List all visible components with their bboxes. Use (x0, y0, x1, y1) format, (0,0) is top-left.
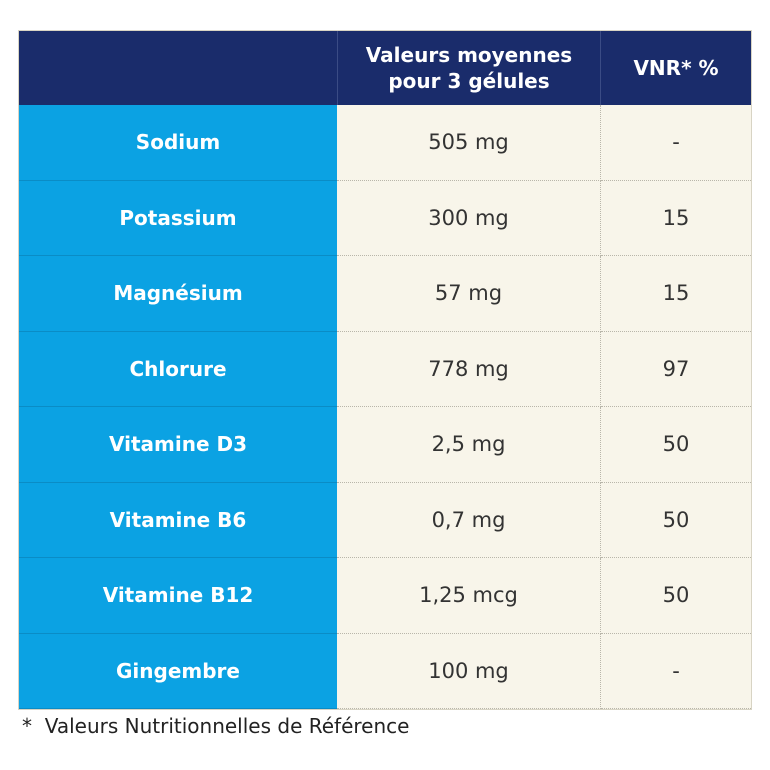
table-row: Gingembre 100 mg - (19, 633, 751, 709)
footnote: * Valeurs Nutritionnelles de Référence (22, 714, 410, 738)
vnr: - (601, 105, 751, 181)
header-line: Valeurs moyennes (365, 43, 573, 67)
vnr: 97 (601, 331, 751, 407)
nutrient-name: Gingembre (19, 633, 337, 709)
header-line: pour 3 gélules (388, 69, 550, 93)
amount: 0,7 mg (337, 482, 601, 558)
nutrient-name: Vitamine B6 (19, 482, 337, 558)
amount: 505 mg (337, 105, 601, 181)
table-row: Vitamine B6 0,7 mg 50 (19, 482, 751, 558)
table-row: Potassium 300 mg 15 (19, 180, 751, 256)
amount: 778 mg (337, 331, 601, 407)
vnr: 50 (601, 558, 751, 634)
header-cell: Valeurs moyennes pour 3 gélules (337, 31, 601, 105)
amount: 1,25 mcg (337, 558, 601, 634)
table-row: Magnésium 57 mg 15 (19, 256, 751, 332)
table-row: Sodium 505 mg - (19, 105, 751, 181)
nutrient-name: Magnésium (19, 256, 337, 332)
vnr: 15 (601, 256, 751, 332)
vnr: 50 (601, 407, 751, 483)
table-row: Vitamine B12 1,25 mcg 50 (19, 558, 751, 634)
table-row: Vitamine D3 2,5 mg 50 (19, 407, 751, 483)
vnr: - (601, 633, 751, 709)
header-cell: VNR* % (601, 31, 751, 105)
nutrient-name: Sodium (19, 105, 337, 181)
vnr: 15 (601, 180, 751, 256)
nutrition-table: Valeurs moyennes pour 3 gélules VNR* % S… (18, 30, 752, 710)
nutrient-name: Chlorure (19, 331, 337, 407)
amount: 100 mg (337, 633, 601, 709)
table-body: Sodium 505 mg - Potassium 300 mg 15 Magnésium 5… (19, 105, 751, 709)
nutrient-name: Vitamine D3 (19, 407, 337, 483)
amount: 300 mg (337, 180, 601, 256)
header-row: Valeurs moyennes pour 3 gélules VNR* % (19, 31, 751, 105)
table-row: Chlorure 778 mg 97 (19, 331, 751, 407)
header-line: VNR* % (633, 56, 719, 80)
amount: 57 mg (337, 256, 601, 332)
amount: 2,5 mg (337, 407, 601, 483)
nutrient-name: Vitamine B12 (19, 558, 337, 634)
nutrient-name: Potassium (19, 180, 337, 256)
vnr: 50 (601, 482, 751, 558)
header-blank (19, 31, 337, 105)
